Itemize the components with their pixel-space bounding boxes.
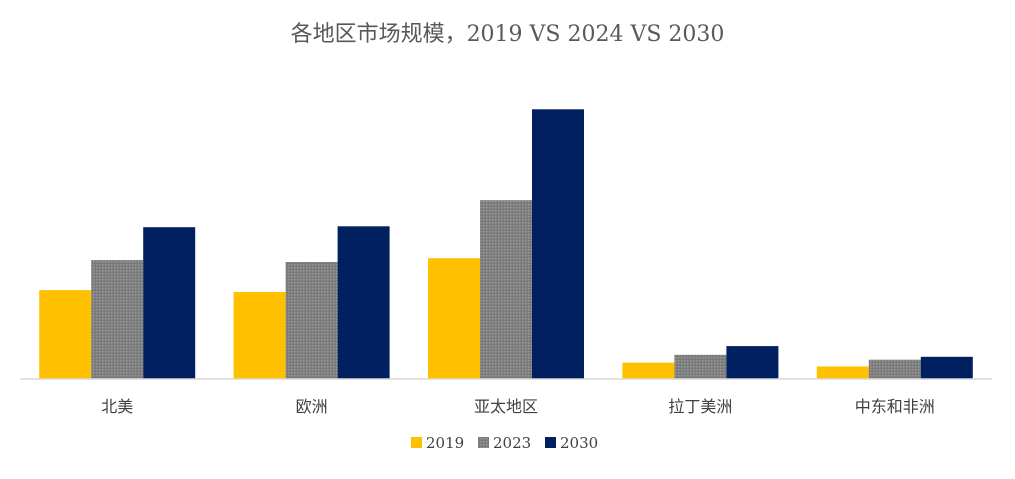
bar-2019-2 (428, 258, 480, 379)
bars-group (39, 109, 973, 380)
bar-2023-3 (674, 354, 727, 379)
bar-2030-3 (726, 346, 779, 379)
bar-2023-1 (285, 262, 338, 379)
legend-swatch-2019 (411, 437, 422, 448)
x-tick-label: 亚太地区 (474, 397, 538, 416)
x-tick-label: 欧洲 (296, 397, 328, 416)
legend-label-2019: 2019 (426, 434, 464, 452)
bar-2019-1 (233, 292, 286, 379)
chart-title: 各地区市场规模，2019 VS 2024 VS 2030 (290, 22, 725, 47)
bar-2019-4 (816, 366, 869, 379)
bar-2023-2 (480, 200, 532, 379)
bar-2019-0 (39, 290, 92, 379)
bar-2030-4 (920, 356, 973, 379)
bar-2030-1 (337, 226, 390, 379)
legend-swatch-2030 (545, 437, 556, 448)
legend-label-2030: 2030 (560, 434, 598, 452)
x-tick-label: 北美 (101, 397, 133, 416)
bar-2023-4 (868, 359, 921, 379)
legend-swatch-2023 (478, 437, 489, 448)
legend: 2019 2023 2030 (411, 434, 598, 452)
legend-label-2023: 2023 (493, 434, 531, 452)
bar-2030-0 (143, 227, 196, 379)
bar-2019-3 (622, 362, 675, 379)
x-tick-label: 拉丁美洲 (668, 397, 732, 416)
bar-2030-2 (532, 109, 584, 380)
x-tick-labels: 北美 欧洲 亚太地区 拉丁美洲 中东和非洲 (101, 397, 935, 416)
bar-2023-0 (91, 260, 144, 379)
x-tick-label: 中东和非洲 (855, 397, 935, 416)
